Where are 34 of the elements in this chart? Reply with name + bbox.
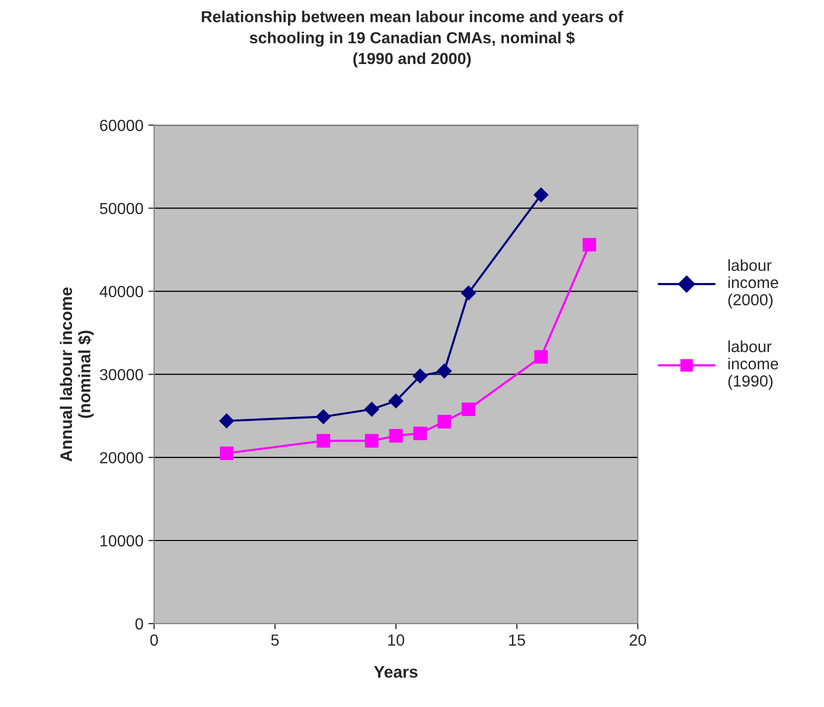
y-tick-label: 30000 xyxy=(100,368,144,380)
point xyxy=(413,426,427,440)
point xyxy=(364,402,380,417)
point xyxy=(219,413,234,428)
point xyxy=(412,368,428,384)
y-tick-label: 60000 xyxy=(100,120,144,132)
x-axis-title: Years xyxy=(374,666,418,678)
point xyxy=(436,364,452,378)
chart-title: Relationship between mean labour income and years of schooling in 19 Canadian CMAs, nominal $ (1990 and 2000) xyxy=(202,10,624,68)
point xyxy=(534,188,548,202)
legend-label: labour income (2000) xyxy=(728,259,778,309)
point xyxy=(438,414,452,428)
point xyxy=(220,446,234,460)
point xyxy=(534,350,548,364)
point xyxy=(582,238,596,252)
y-axis-title: Annual labour income (nominal $) xyxy=(60,287,94,462)
point xyxy=(461,286,476,300)
x-tick-label: 0 xyxy=(150,634,158,646)
point xyxy=(388,394,404,408)
point xyxy=(316,434,330,448)
x-tick-label: 20 xyxy=(630,634,646,646)
x-tick-label: 5 xyxy=(271,634,279,646)
point xyxy=(389,429,403,443)
y-tick-label: 50000 xyxy=(100,202,144,214)
y-tick-label: 10000 xyxy=(100,535,144,546)
y-tick-label: 0 xyxy=(135,618,144,630)
x-tick-label: 10 xyxy=(388,634,404,646)
point xyxy=(364,434,379,448)
y-tick-label: 20000 xyxy=(100,452,144,464)
point xyxy=(316,409,331,424)
x-tick-label: 15 xyxy=(509,634,526,646)
point xyxy=(462,402,476,416)
y-tick-label: 40000 xyxy=(100,286,144,298)
legend-label: labour income (1990) xyxy=(728,340,778,390)
